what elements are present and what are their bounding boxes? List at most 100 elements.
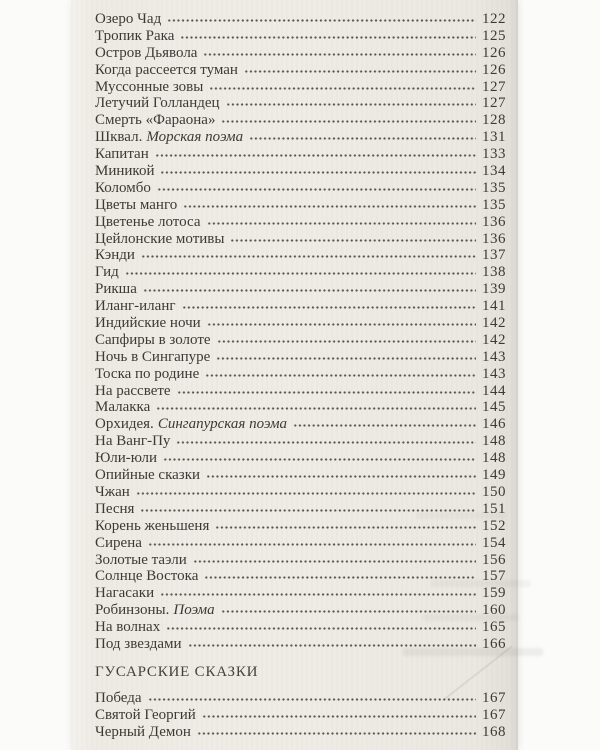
entry-page-number: 157 (482, 568, 506, 585)
entry-title: Опийные сказки (95, 467, 201, 484)
dot-leader (142, 288, 476, 294)
entry-title: Миникой (95, 163, 155, 180)
entry-subtitle: Сингапурская поэма (157, 416, 288, 433)
dot-leader (135, 490, 476, 496)
dot-leader (249, 136, 476, 142)
dot-leader (163, 457, 476, 463)
entry-title: Нагасаки (95, 585, 155, 602)
entry-page-number: 125 (482, 27, 506, 44)
entry-page-number: 148 (482, 433, 506, 450)
dot-leader (160, 170, 476, 176)
toc-row: На рассвете 144 (95, 383, 506, 400)
entry-title: Индийские ночи (95, 315, 201, 332)
toc-row: На волнах 165 (95, 619, 506, 636)
dot-leader (180, 34, 476, 40)
entry-title: Золотые таэли (95, 551, 187, 568)
entry-title: Иланг-иланг (95, 298, 176, 315)
entry-title: Когда рассеется туман (95, 61, 238, 78)
dot-leader (209, 85, 476, 91)
toc-row: Гид 138 (95, 264, 506, 281)
entry-page-number: 149 (482, 467, 506, 484)
dot-leader (124, 271, 476, 277)
toc-row: Победа 167 (95, 690, 506, 707)
dot-leader (221, 119, 476, 125)
toc-row: Иланг-иланг 141 (95, 298, 506, 315)
entry-title: Цветы манго (95, 196, 178, 213)
dot-leader (203, 51, 476, 57)
toc-row: Смерть «Фараона» 128 (95, 112, 506, 129)
dot-leader (147, 541, 476, 547)
entry-title: На Ванг-Пу (95, 433, 171, 450)
show-through-artifact (416, 512, 506, 519)
entry-page-number: 151 (482, 500, 506, 517)
dot-leader (204, 575, 476, 581)
toc-row: Остров Дьявола 126 (95, 45, 506, 62)
entry-title: Муссонные зовы (95, 78, 204, 95)
section-heading: ГУСАРСКИЕ СКАЗКИ (95, 663, 259, 680)
toc-row: Тоска по родине 143 (95, 366, 506, 383)
entry-page-number: 167 (482, 706, 506, 723)
entry-subtitle: Морская поэма (146, 129, 244, 146)
toc-row: Юли-юли 148 (95, 450, 506, 467)
dot-leader (215, 524, 476, 530)
table-of-contents: Озеро Чад 122 Тропик Рака 125 Остров Дья… (71, 0, 518, 741)
dot-leader (181, 305, 476, 311)
dot-leader (196, 730, 476, 736)
entry-page-number: 131 (482, 129, 506, 146)
show-through-artifact (423, 614, 519, 621)
entry-page-number: 126 (482, 61, 506, 78)
toc-row: Золотые таэли 156 (95, 552, 506, 569)
dot-leader (183, 203, 476, 209)
entry-title: Рикша (95, 281, 137, 298)
entry-title: Тропик Рака (95, 27, 175, 44)
entry-page-number: 168 (482, 723, 506, 740)
entry-page-number: 142 (482, 331, 506, 348)
entry-page-number: 141 (482, 298, 506, 315)
toc-row: Сапфиры в золоте 142 (95, 332, 506, 349)
dot-leader (220, 609, 476, 615)
dot-leader (176, 440, 476, 446)
show-through-artifact (403, 648, 543, 656)
toc-row: Робинзоны. Поэма 160 (95, 602, 506, 619)
entry-page-number: 122 (482, 11, 506, 27)
entry-title: Черный Демон (95, 723, 191, 740)
entry-page-number: 134 (482, 163, 506, 180)
toc-row: Цветы манго 135 (95, 197, 506, 214)
entry-page-number: 143 (482, 365, 506, 382)
entry-title: Малакка (95, 399, 151, 416)
entry-title: Корень женьшеня (95, 517, 210, 534)
entry-page-number: 154 (482, 534, 506, 551)
entry-title: Смерть «Фараона» (95, 112, 216, 129)
entry-title: На рассвете (95, 382, 171, 399)
entry-title: На волнах (95, 619, 161, 636)
entry-page-number: 156 (482, 551, 506, 568)
entry-title: Озеро Чад (95, 11, 162, 27)
entry-page-number: 148 (482, 450, 506, 467)
toc-row: Капитан 133 (95, 146, 506, 163)
entry-title: Победа (95, 689, 142, 706)
entry-title: Остров Дьявола (95, 44, 198, 61)
dot-leader (216, 338, 476, 344)
entry-title: Коломбо (95, 179, 151, 196)
toc-row: Кэнди 137 (95, 247, 506, 264)
toc-row: Коломбо 135 (95, 180, 506, 197)
entry-title: Цейлонские мотивы (95, 230, 225, 247)
dot-leader (243, 68, 476, 74)
entry-page-number: 135 (482, 179, 506, 196)
entry-page-number: 139 (482, 281, 506, 298)
dot-leader (230, 237, 476, 243)
entry-page-number: 138 (482, 264, 506, 281)
dot-leader (167, 18, 476, 23)
entry-page-number: 133 (482, 146, 506, 163)
dot-leader (154, 153, 476, 159)
toc-row: Корень женьшеня 152 (95, 518, 506, 535)
entry-page-number: 126 (482, 44, 506, 61)
toc-row: Малакка 145 (95, 399, 506, 416)
dot-leader (140, 507, 476, 513)
toc-row: Когда рассеется туман 126 (95, 62, 506, 79)
dot-leader (206, 220, 476, 226)
dot-leader (201, 713, 476, 719)
entry-title: Кэнди (95, 247, 135, 264)
entry-page-number: 159 (482, 585, 506, 602)
